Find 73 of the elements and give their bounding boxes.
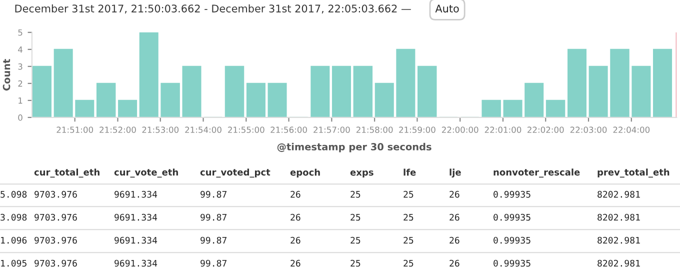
- text: 26: [290, 190, 300, 198]
- x-tick-label: 21:53:00: [142, 126, 179, 133]
- category-label: cur_vote_eth: [114, 168, 178, 178]
- text: 8202.981: [598, 214, 640, 221]
- x-tick-label: 22:03:00: [570, 126, 607, 133]
- y-tick-label: 5: [18, 29, 22, 36]
- text: 25: [350, 236, 360, 244]
- text: Auto: [435, 4, 459, 12]
- x-tick-label: 22:02:00: [528, 126, 564, 133]
- text: 25: [404, 236, 414, 244]
- text: 25: [350, 190, 360, 198]
- text: 0.99935: [494, 214, 530, 221]
- category-label: cur_voted_pct: [200, 168, 270, 178]
- text: 8202.981: [598, 190, 640, 198]
- category-label: epoch: [290, 168, 320, 178]
- text: 25: [350, 260, 360, 267]
- y-axis-title: Count: [2, 58, 10, 91]
- text: 3.098: [0, 214, 27, 221]
- x-tick-label: 22:01:00: [484, 126, 522, 133]
- y-tick-label: 4: [18, 46, 22, 53]
- y-tick-label: 1: [18, 98, 22, 104]
- x-tick-label: 21:55:00: [228, 126, 264, 133]
- text: 9703.976: [34, 260, 77, 267]
- text: 9691.334: [114, 190, 158, 198]
- text: 1.096: [1, 236, 27, 244]
- text: 26: [450, 236, 460, 244]
- text: 9691.334: [114, 260, 158, 267]
- x-tick-label: 21:56:00: [270, 126, 307, 133]
- x-tick-label: 21:58:00: [356, 126, 393, 133]
- x-tick-label: 21:52:00: [100, 126, 136, 133]
- text: 9691.334: [114, 214, 158, 221]
- text: 25: [404, 190, 414, 198]
- text: 99.87: [200, 260, 226, 267]
- category-label: nonvoter_rescale: [494, 168, 580, 178]
- y-tick-label: 0: [18, 114, 22, 121]
- category-label: lje: [450, 168, 461, 178]
- text: 0.99935: [494, 190, 530, 198]
- category-label: prev_total_eth: [598, 168, 670, 178]
- text: 26: [450, 214, 460, 221]
- text: 99.87: [200, 190, 226, 198]
- text: 9703.976: [34, 214, 77, 221]
- x-tick-label: 22:00:00: [442, 126, 478, 133]
- text: 0.99935: [494, 260, 530, 267]
- text: 8202.981: [598, 236, 640, 244]
- x-axis-title: @timestamp per 30 seconds: [277, 142, 432, 152]
- category-label: exps: [350, 170, 374, 178]
- text: 26: [450, 190, 460, 198]
- text: 25: [350, 214, 360, 221]
- x-tick-label: 21:59:00: [399, 126, 436, 133]
- text: 99.87: [200, 236, 226, 244]
- y-tick-label: 2: [18, 80, 22, 87]
- text: 9703.976: [34, 190, 77, 198]
- text: 26: [290, 236, 300, 244]
- text: 26: [290, 260, 300, 267]
- text: 1.095: [1, 260, 26, 267]
- category-label: cur_total_eth: [34, 168, 100, 178]
- x-tick-label: 21:51:00: [56, 126, 94, 133]
- category-label: lfe: [404, 168, 416, 176]
- text: 25: [404, 214, 414, 221]
- text: 9691.334: [114, 236, 158, 244]
- text: 26: [290, 214, 300, 221]
- x-tick-label: 21:57:00: [314, 126, 350, 133]
- x-tick-label: 21:54:00: [185, 126, 222, 133]
- text: 5.098: [0, 190, 27, 198]
- text: 9703.976: [34, 236, 77, 244]
- x-tick-label: 22:04:00: [613, 126, 650, 133]
- text: 0.99935: [494, 236, 530, 244]
- y-tick-label: 3: [18, 63, 22, 70]
- text: 26: [450, 260, 460, 267]
- text: 25: [404, 260, 414, 267]
- text: 8202.981: [598, 260, 640, 267]
- chart-title: December 31st 2017, 21:50:03.662 - December 31st 2017, 22:05:03.662 —: [15, 4, 411, 14]
- text: 99.87: [200, 214, 226, 221]
